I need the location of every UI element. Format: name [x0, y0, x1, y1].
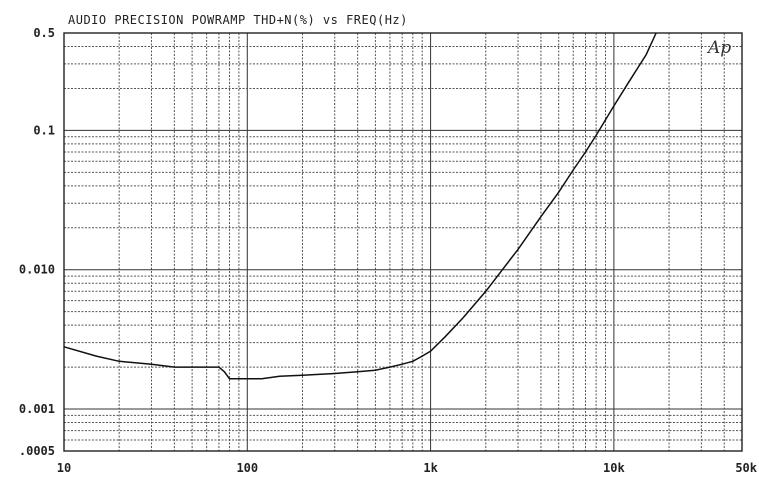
y-tick-label: 0.010 [19, 263, 55, 277]
grid [64, 33, 742, 451]
thd-series-line [63, 32, 657, 380]
y-tick-label: 0.1 [33, 123, 55, 137]
y-tick-label: 0.001 [19, 402, 55, 416]
x-tick-label: 1k [423, 461, 438, 475]
x-tick-label: 100 [236, 461, 258, 475]
y-tick-label: 0.5 [33, 26, 55, 40]
x-tick-label: 50k [735, 461, 757, 475]
chart-title: AUDIO PRECISION POWRAMP THD+N(%) vs FREQ… [68, 13, 408, 27]
ap-logo: Ap [706, 38, 731, 58]
plot-frame [63, 32, 743, 452]
y-tick-label: .0005 [19, 444, 55, 458]
x-tick-label: 10k [603, 461, 625, 475]
tick-labels: 10 100 1k 10k 50k 0.5 0.1 0.010 0.001 .0005 [19, 26, 758, 475]
x-tick-label: 10 [57, 461, 71, 475]
